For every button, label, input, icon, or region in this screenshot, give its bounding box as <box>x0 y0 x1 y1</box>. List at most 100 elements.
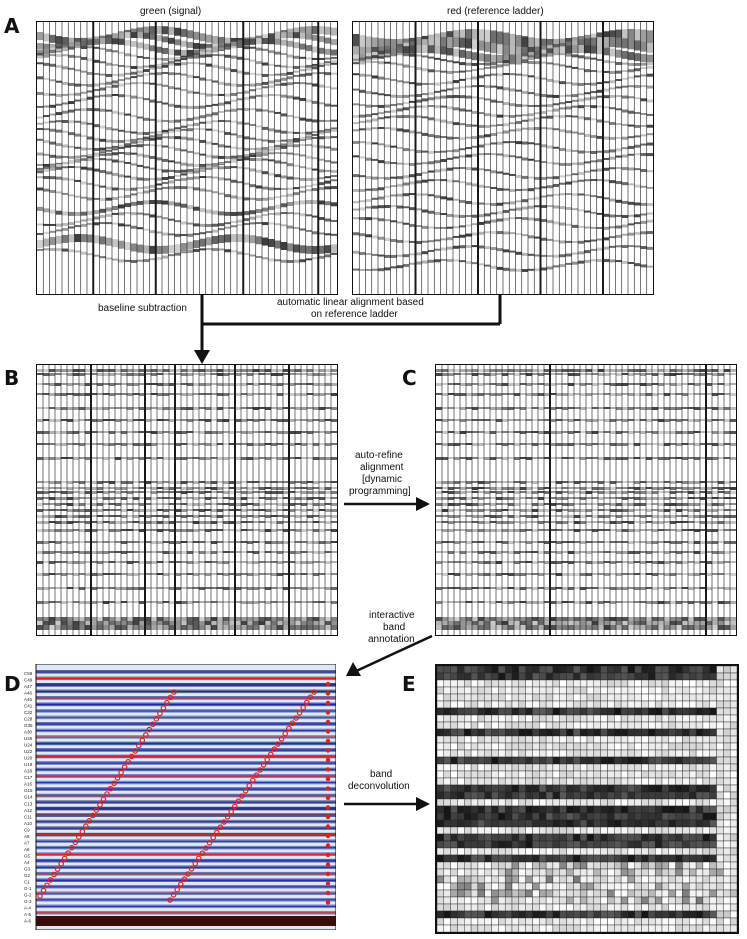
row-label: C11 <box>24 814 32 819</box>
annotation-marker <box>285 725 292 732</box>
annotation-marker <box>282 730 289 737</box>
bottom-band <box>36 916 336 926</box>
annotation-marker <box>196 855 202 862</box>
row-label: C59 <box>24 671 33 676</box>
annotation-marker <box>325 757 331 763</box>
annotation-marker <box>206 840 213 846</box>
row-label: A30 <box>24 730 33 735</box>
annotation-marker <box>325 833 331 839</box>
annotation-marker <box>235 798 242 805</box>
annotation-marker <box>325 805 331 810</box>
row-label: A6 <box>24 847 30 852</box>
annotation-marker <box>325 681 331 687</box>
baseline-subtraction-label: baseline subtraction <box>98 303 187 314</box>
row-label: C13 <box>24 801 33 806</box>
deconvolved-band-grid <box>435 664 739 934</box>
annotation-marker <box>253 772 260 779</box>
row-label: G-3 <box>24 899 32 904</box>
deconvolved-cells <box>437 666 737 932</box>
annotation-marker <box>181 876 188 883</box>
annotation-marker <box>325 824 331 829</box>
annotation-marker <box>325 881 331 886</box>
row-label: U20 <box>24 756 33 761</box>
annotation-marker <box>224 814 231 820</box>
annotation-marker <box>289 720 296 727</box>
annotation-marker <box>121 764 128 770</box>
annotation-marker <box>107 785 114 792</box>
gel-bands <box>353 29 653 272</box>
panel-letter-d: D <box>4 672 21 696</box>
annotation-marker <box>246 782 253 789</box>
refine-label-1: auto-refine <box>355 450 403 461</box>
red-ladder-title: red (reference ladder) <box>447 6 544 17</box>
row-label: G14 <box>24 795 33 800</box>
row-label: U24 <box>24 743 33 748</box>
row-label: A16 <box>24 782 33 787</box>
row-label: C9 <box>24 827 30 832</box>
arrow-c-to-d <box>346 634 433 676</box>
annotation-marker <box>264 756 271 763</box>
annotation-marker <box>47 877 54 883</box>
annotation-marker <box>325 691 331 696</box>
red-ladder-gel <box>352 21 654 295</box>
annotation-marker <box>300 704 307 711</box>
annotation-marker <box>325 786 331 791</box>
annotation-marker <box>139 737 146 744</box>
interactive-label-3: annotation <box>368 634 415 645</box>
annotation-marker <box>178 881 184 888</box>
gel-bands <box>436 369 736 630</box>
annotation-markers <box>37 681 331 905</box>
annotation-marker <box>135 742 142 749</box>
annotation-marker <box>167 694 174 701</box>
annotation-marker <box>210 834 217 841</box>
annotation-marker <box>325 814 331 820</box>
alignment-label-line2: on reference ladder <box>311 309 398 320</box>
annotation-marker <box>61 855 68 862</box>
annotation-marker <box>118 769 124 776</box>
annotation-marker <box>303 699 310 706</box>
band-annotation-panel: C59 C49 A47 A46 A45 C41 C32 C28 G35 A30 U25 U24 U22 U… <box>24 664 336 930</box>
refined-alignment-gel <box>435 364 737 636</box>
annotation-marker <box>325 729 331 734</box>
annotation-marker <box>239 793 245 799</box>
arrow-b-to-c <box>344 497 430 511</box>
annotation-marker <box>228 808 235 815</box>
annotation-marker <box>257 767 263 773</box>
row-label: A-4 <box>24 905 32 910</box>
annotation-marker <box>311 689 317 695</box>
annotation-marker <box>203 845 209 851</box>
row-label: A4 <box>24 860 30 865</box>
row-label: A46 <box>24 691 33 696</box>
gel-bands <box>37 369 337 630</box>
panel-letter-e: E <box>402 672 416 696</box>
annotation-marker <box>325 843 331 848</box>
gel-bands <box>37 26 337 263</box>
annotation-marker <box>79 828 86 835</box>
annotation-marker <box>278 736 285 742</box>
row-label: U19 <box>24 762 33 767</box>
annotation-marker <box>170 892 177 898</box>
row-label: G3 <box>24 866 31 871</box>
row-label: A10 <box>24 821 33 826</box>
annotation-marker <box>185 871 191 877</box>
annotation-marker <box>90 812 96 819</box>
annotation-marker <box>93 807 100 813</box>
row-label: G-2 <box>24 892 32 897</box>
annotation-marker <box>100 796 107 803</box>
annotation-marker <box>157 710 163 717</box>
annotation-marker <box>325 900 331 905</box>
row-label: A-6 <box>24 918 32 923</box>
green-signal-gel <box>36 21 338 295</box>
baseline-subtracted-gel <box>36 364 338 636</box>
row-label: A7 <box>24 840 30 845</box>
annotation-marker <box>97 801 103 808</box>
annotation-marker <box>214 829 220 836</box>
annotation-marker <box>275 741 281 747</box>
annotation-marker <box>72 839 79 846</box>
lane-dividers <box>358 22 648 294</box>
annotation-marker <box>293 715 299 721</box>
row-label: C1 <box>24 879 30 884</box>
row-label: A47 <box>24 684 33 689</box>
annotation-marker <box>325 700 331 706</box>
